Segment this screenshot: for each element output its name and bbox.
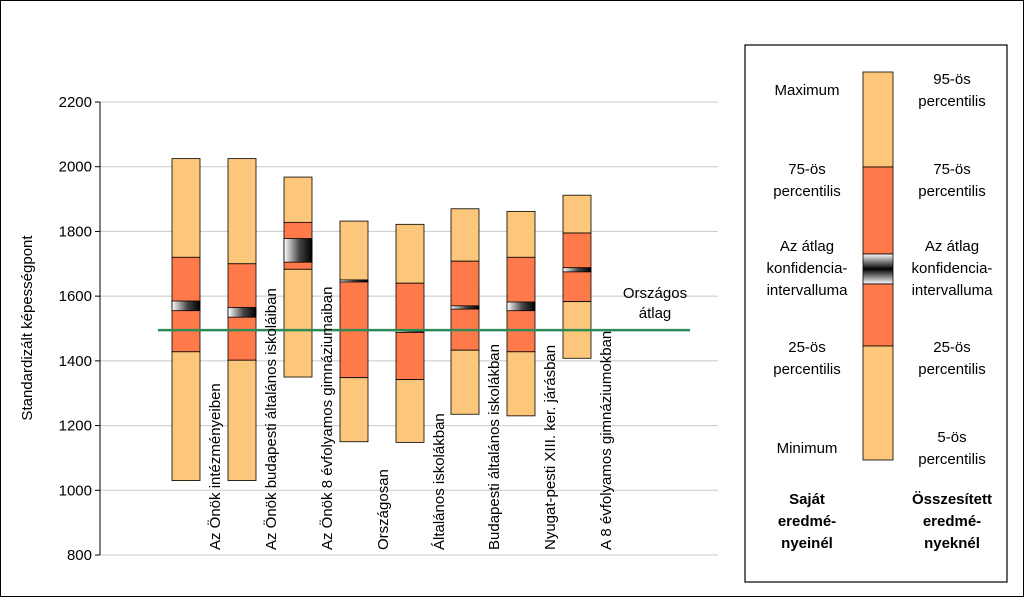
box-lower-outer [227,359,257,481]
category-label: Az Önök intézményeiben [206,383,224,550]
y-tick-label: 1600 [59,288,92,305]
box-3 [283,176,313,378]
category-labels: Az Önök intézményeiben Az Önök budapesti … [206,287,615,550]
legend-upper-outer [862,71,894,168]
box-upper-outer [395,223,425,284]
box-4 [339,220,369,443]
box-1 [171,158,201,481]
legend-lower-inner [862,283,894,347]
box-lower-outer [506,351,536,417]
legend-right-label: percentilis [918,183,986,200]
box-5 [395,223,425,443]
box-ci [506,301,536,312]
box-inner [339,279,369,379]
legend-right-label: 75-ös [933,161,971,178]
y-tick-label: 2200 [59,94,92,111]
box-ci [283,238,313,263]
legend-left-footer: Saját [789,491,825,508]
legend-ci [862,253,894,285]
y-tick-label: 1200 [59,418,92,435]
legend-left-label: 75-ös [788,161,826,178]
legend-right-label: intervalluma [912,282,994,299]
boxes [171,158,592,481]
legend-right-label: percentilis [918,93,986,110]
legend-right-label: 5-ös [937,429,966,446]
legend-left-label: Az átlag [780,238,834,255]
box-2 [227,158,257,481]
legend-right-label: konfidencia- [912,260,993,277]
box-lower-outer [339,377,369,443]
legend-right-label: percentilis [918,451,986,468]
legend-right-label: 95-ös [933,71,971,88]
legend-right-label: Az átlag [925,238,979,255]
y-tick-label: 800 [67,547,92,564]
category-label: Országosan [375,469,392,550]
box-upper-outer [283,176,313,223]
box-ci [339,279,369,283]
category-label: A 8 évfolyamos gimnáziumokban [598,331,615,550]
y-axis-label: Standardizált képességpont [19,235,36,421]
box-ci [171,300,201,312]
box-lower-outer [171,351,201,481]
box-ci [450,305,480,310]
legend-left-label: Maximum [774,82,839,99]
legend-left-label: 25-ös [788,339,826,356]
category-label: Nyugat-pesti XIII. ker. járásban [542,345,559,550]
legend-lower-outer [862,345,894,461]
legend-right-label: percentilis [918,361,986,378]
reference-label-line1: Országos [623,285,687,302]
category-label: Budapesti általános iskolákban [486,344,503,550]
category-label: Az Önök budapesti általános iskoláiban [262,288,280,550]
reference-label-line2: átlag [639,305,672,322]
box-lower-outer [283,268,313,378]
y-tick-label: 2000 [59,159,92,176]
legend-right-footer: eredmé- [923,513,981,530]
box-ci [562,267,592,273]
y-tick-label: 1000 [59,482,92,499]
legend-left-label: intervalluma [767,282,849,299]
legend-right-footer: nyeknél [924,535,980,552]
legend-left-footer: eredmé- [778,513,836,530]
legend-left-footer: nyeinél [781,535,833,552]
legend-upper-inner [862,166,894,255]
box-lower-outer [395,379,425,443]
legend-labels: Maximum 75-ös percentilis Az átlag konfidenc… [767,71,994,552]
legend: Maximum 75-ös percentilis Az átlag konfidenc… [744,44,1008,583]
reference-line-group: Országos átlag [158,285,690,332]
box-8 [562,194,592,359]
legend-left-label: percentilis [773,361,841,378]
legend-right-label: 25-ös [933,339,971,356]
box-upper-outer [171,158,201,258]
box-upper-outer [227,158,257,265]
legend-left-label: percentilis [773,183,841,200]
box-upper-outer [562,194,592,234]
box-lower-outer [450,349,480,415]
y-tick-label: 1400 [59,353,92,370]
box-6 [450,208,480,415]
box-7 [506,210,536,417]
legend-left-label: konfidencia- [767,260,848,277]
legend-right-footer: Összesített [912,491,992,508]
y-axis: 800 1000 1200 1400 1600 1800 2000 2200 [59,94,101,564]
box-upper-outer [506,210,536,258]
y-tick-label: 1800 [59,223,92,240]
box-upper-outer [339,220,369,281]
box-upper-outer [450,208,480,262]
category-label: Általános iskolákban [431,413,448,550]
box-ci [227,307,257,318]
category-label: Az Önök 8 évfolyamos gimnáziumaiban [318,287,336,550]
legend-left-label: Minimum [777,440,838,457]
